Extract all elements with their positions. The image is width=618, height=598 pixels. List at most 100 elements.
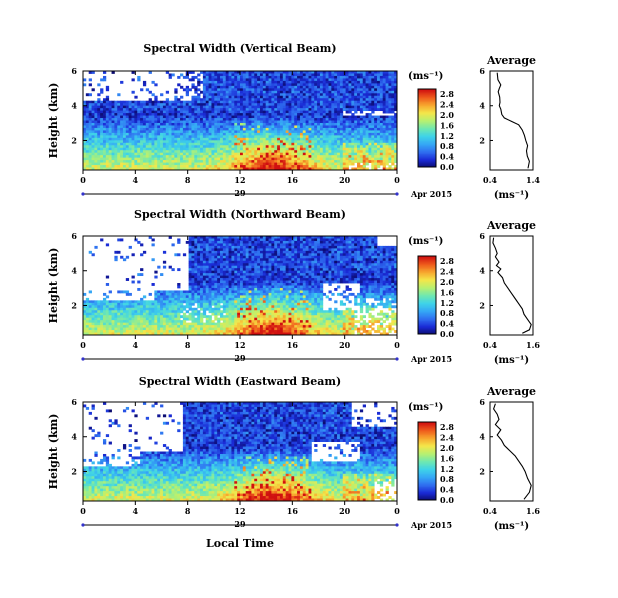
heatmap-cell: [228, 83, 232, 87]
heatmap-cell: [228, 93, 232, 97]
heatmap-cell: [251, 165, 255, 168]
heatmap-cell: [345, 118, 349, 121]
heatmap-cell: [299, 83, 304, 87]
heatmap-cell: [145, 103, 150, 107]
heatmap-cell: [108, 330, 112, 333]
heatmap-cell: [351, 95, 355, 99]
heatmap-cell: [168, 302, 172, 306]
heatmap-cell: [257, 155, 261, 159]
heatmap-cell: [325, 88, 329, 92]
heatmap-cell: [97, 110, 101, 114]
heatmap-cell: [83, 332, 87, 336]
heatmap-cell: [197, 145, 201, 149]
heatmap-cell: [162, 113, 167, 116]
heatmap-cell: [211, 120, 215, 124]
heatmap-cell: [205, 317, 209, 321]
heatmap-cell: [94, 300, 98, 304]
heatmap-cell: [154, 167, 158, 171]
heatmap-cell: [105, 145, 110, 149]
heatmap-cell: [274, 145, 278, 149]
heatmap-cell: [220, 95, 224, 99]
heatmap-cell: [268, 162, 272, 166]
heatmap-cell: [337, 125, 341, 129]
heatmap-cell: [351, 80, 355, 84]
heatmap-cell: [328, 130, 332, 134]
heatmap-cell: [365, 127, 369, 131]
heatmap-cell: [211, 130, 215, 134]
heatmap-cell: [125, 100, 130, 104]
heatmap-cell: [365, 95, 369, 99]
heatmap-cell: [160, 292, 164, 296]
heatmap-cell: [200, 152, 204, 156]
heatmap-cell: [237, 135, 241, 139]
heatmap-cell: [137, 315, 141, 319]
heatmap-cell: [274, 95, 278, 99]
heatmap-cell: [108, 165, 112, 168]
heatmap-cell: [294, 162, 298, 166]
heatmap-cell: [174, 100, 178, 104]
heatmap-cell: [194, 295, 198, 299]
heatmap-cell: [137, 110, 141, 114]
heatmap-cell: [137, 137, 141, 141]
heatmap-cell: [83, 315, 87, 319]
heatmap-cell: [305, 142, 309, 146]
heatmap-cell: [322, 165, 327, 168]
colorbar-swatch: [418, 148, 436, 151]
heatmap-cell: [211, 165, 215, 168]
heatmap-cell: [162, 118, 167, 121]
heatmap-cell: [248, 93, 252, 97]
heatmap-cell: [202, 90, 207, 94]
heatmap-cell: [277, 75, 281, 79]
heatmap-cell: [111, 307, 115, 311]
heatmap-cell: [168, 127, 172, 131]
heatmap-cell: [242, 145, 247, 149]
heatmap-cell: [325, 110, 329, 114]
heatmap-cell: [251, 130, 255, 134]
heatmap-cell: [205, 292, 209, 296]
heatmap-cell: [134, 115, 138, 119]
heatmap-cell: [168, 157, 172, 161]
heatmap-cell: [131, 155, 135, 159]
heatmap-cell: [148, 300, 152, 304]
heatmap-cell: [214, 122, 218, 126]
heatmap-cell: [171, 155, 175, 159]
heatmap-cell: [140, 132, 144, 136]
heatmap-cell: [160, 150, 164, 154]
heatmap-cell: [279, 118, 284, 121]
heatmap-cell: [202, 125, 207, 129]
heatmap-cell: [382, 90, 386, 94]
heatmap-cell: [311, 157, 315, 161]
heatmap-cell: [311, 152, 315, 156]
heatmap-cell: [357, 103, 361, 107]
heatmap-cell: [242, 90, 247, 94]
heatmap-cell: [171, 327, 175, 331]
heatmap-cell: [285, 90, 289, 94]
heatmap-cell: [91, 115, 95, 119]
heatmap-cell: [185, 145, 190, 149]
heatmap-cell: [345, 162, 349, 166]
heatmap-cell: [191, 125, 195, 129]
heatmap-cell: [140, 167, 144, 171]
heatmap-cell: [154, 127, 158, 131]
heatmap-cell: [245, 93, 249, 97]
heatmap-cell: [297, 165, 301, 168]
heatmap-cell: [225, 103, 229, 107]
heatmap-cell: [125, 312, 130, 316]
heatmap-cell: [274, 110, 278, 114]
heatmap-cell: [242, 132, 247, 136]
heatmap-cell: [185, 310, 190, 314]
heatmap-cell: [297, 93, 301, 97]
heatmap-cell: [194, 283, 198, 286]
heatmap-cell: [388, 103, 392, 107]
heatmap-cell: [331, 105, 335, 109]
heatmap-cell: [168, 140, 172, 144]
heatmap-cell: [388, 145, 392, 149]
heatmap-cell: [277, 71, 281, 74]
heatmap-cell: [342, 120, 347, 124]
heatmap-cell: [114, 327, 118, 331]
heatmap-cell: [311, 71, 315, 74]
heatmap-cell: [94, 110, 98, 114]
heatmap-cell: [240, 88, 244, 92]
heatmap-cell: [148, 98, 152, 102]
heatmap-cell: [137, 240, 141, 244]
